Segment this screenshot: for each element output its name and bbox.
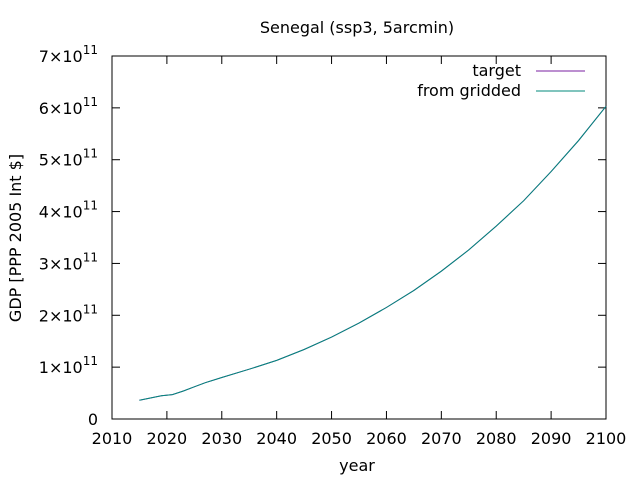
- y-tick-exponent: 11: [83, 250, 98, 264]
- x-tick-label: 2060: [366, 429, 407, 448]
- y-tick-mantissa: 5×10: [39, 151, 83, 170]
- plot-frame: [111, 55, 607, 420]
- y-tick-mantissa: 0: [88, 410, 98, 429]
- series-line-target: [139, 105, 607, 401]
- y-tick-exponent: 11: [83, 199, 98, 213]
- y-tick-mantissa: 1×10: [39, 358, 83, 377]
- y-tick-label: 6×1011: [39, 95, 98, 118]
- x-tick-label: 2070: [421, 429, 462, 448]
- y-tick-mantissa: 3×10: [39, 254, 83, 273]
- y-tick-exponent: 11: [83, 302, 98, 316]
- legend-label-target: target: [472, 61, 521, 80]
- y-tick-mantissa: 4×10: [39, 203, 83, 222]
- y-axis-title: GDP [PPP 2005 Int $]: [6, 154, 25, 322]
- y-axis: 01×10112×10113×10114×10115×10116×10117×1…: [39, 43, 606, 429]
- y-tick-exponent: 11: [83, 43, 98, 57]
- x-tick-label: 2040: [256, 429, 297, 448]
- x-tick-label: 2010: [92, 429, 133, 448]
- y-tick-exponent: 11: [83, 147, 98, 161]
- legend: target from gridded: [417, 61, 585, 100]
- legend-label-from-gridded: from gridded: [417, 81, 521, 100]
- x-axis-title: year: [339, 456, 375, 475]
- x-tick-label: 2020: [147, 429, 188, 448]
- y-tick-label: 3×1011: [39, 250, 98, 273]
- series-line-from-gridded: [139, 105, 607, 401]
- y-tick-label: 2×1011: [39, 302, 98, 325]
- series-group: [139, 105, 607, 401]
- y-tick-exponent: 11: [83, 354, 98, 368]
- x-tick-label: 2100: [586, 429, 627, 448]
- y-tick-mantissa: 7×10: [39, 47, 83, 66]
- x-tick-label: 2090: [531, 429, 572, 448]
- y-tick-label: 0: [88, 410, 98, 429]
- x-tick-label: 2030: [201, 429, 242, 448]
- x-tick-label: 2050: [311, 429, 352, 448]
- y-tick-exponent: 11: [83, 95, 98, 109]
- y-tick-label: 5×1011: [39, 147, 98, 170]
- y-tick-label: 1×1011: [39, 354, 98, 377]
- x-axis: 2010 2020 2030 2040 2050 2060 2070 2080 2090 2100: [92, 56, 627, 448]
- x-tick-label: 2080: [476, 429, 517, 448]
- y-tick-mantissa: 6×10: [39, 99, 83, 118]
- y-tick-mantissa: 2×10: [39, 306, 83, 325]
- y-tick-label: 7×1011: [39, 43, 98, 66]
- chart-title: Senegal (ssp3, 5arcmin): [260, 18, 454, 37]
- y-tick-label: 4×1011: [39, 199, 98, 222]
